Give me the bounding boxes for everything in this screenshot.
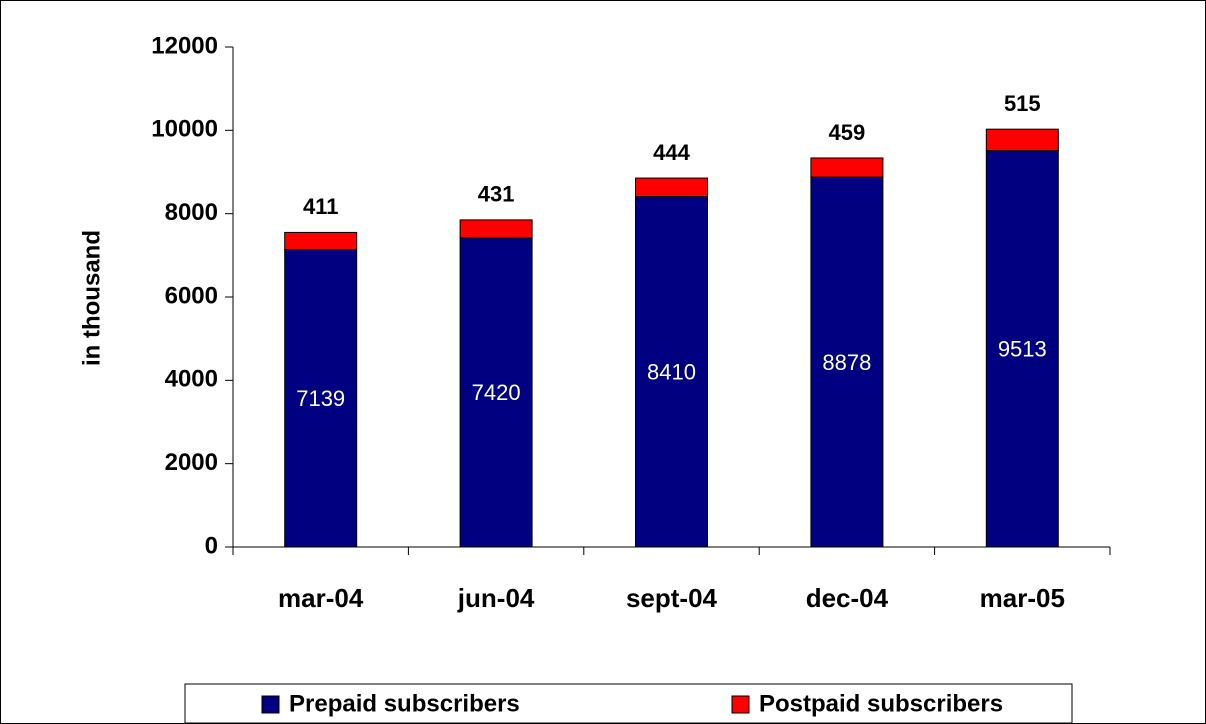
y-tick-label: 0 [205, 532, 218, 559]
legend-box [184, 683, 1073, 724]
data-label: 411 [303, 194, 339, 219]
x-tick-label: mar-04 [278, 583, 364, 613]
data-label: 7139 [296, 386, 345, 411]
data-label: 8878 [822, 350, 871, 375]
data-label: 459 [829, 120, 866, 145]
y-axis-label: in thousand [78, 230, 105, 366]
y-tick-label: 4000 [165, 366, 218, 393]
x-tick-label: dec-04 [806, 583, 889, 613]
data-label: 444 [653, 140, 690, 165]
bar-segment [284, 249, 358, 548]
bar-segment [635, 177, 708, 198]
legend-label: Postpaid subscribers [759, 690, 1003, 717]
legend-marker [261, 695, 280, 714]
data-label: 8410 [647, 360, 696, 385]
data-label: 9513 [998, 337, 1047, 362]
legend-label: Prepaid subscribers [289, 690, 520, 717]
x-tick-label: mar-05 [980, 583, 1065, 613]
data-label: 515 [1004, 91, 1041, 116]
x-tick-label: jun-04 [457, 583, 535, 613]
y-tick-label: 12000 [151, 32, 218, 59]
bar-segment [985, 128, 1059, 152]
bar-segment [459, 237, 533, 548]
bar-segment [810, 157, 884, 178]
y-tick-label: 2000 [165, 449, 218, 476]
bar-segment [635, 196, 708, 548]
data-label: 7420 [472, 380, 521, 405]
x-tick-label: sept-04 [626, 583, 718, 613]
legend-marker [731, 695, 750, 714]
bar-segment [810, 176, 884, 548]
y-tick-label: 8000 [165, 199, 218, 226]
data-label: 431 [478, 182, 515, 207]
y-tick-label: 6000 [165, 282, 218, 309]
bar-segment [459, 219, 533, 239]
y-tick-label: 10000 [151, 116, 218, 143]
bar-segment [284, 231, 358, 251]
